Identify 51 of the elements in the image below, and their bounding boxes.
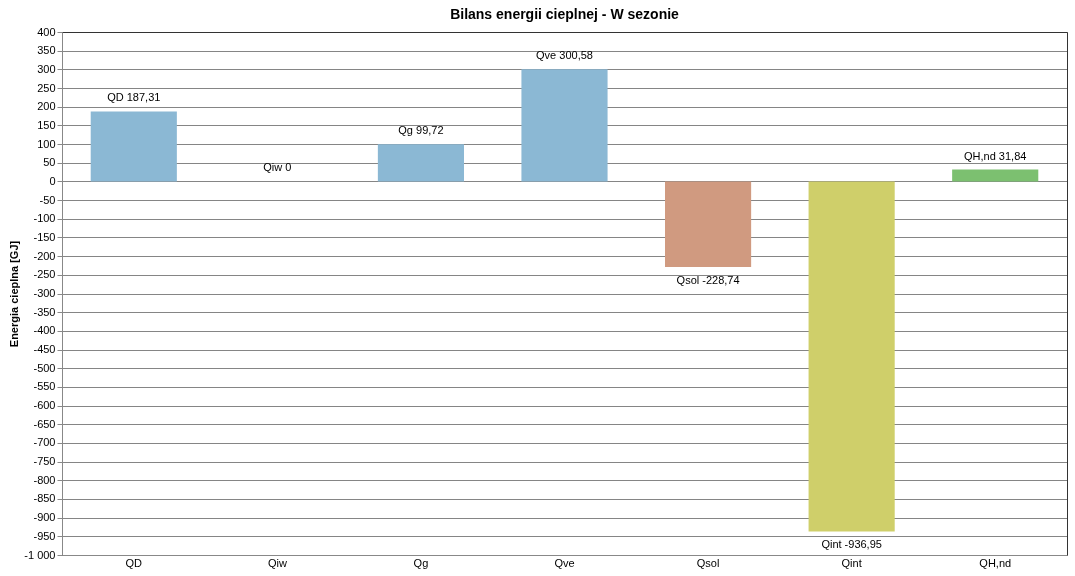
data-label: Qsol -228,74 <box>676 273 740 286</box>
data-label: Qve 300,58 <box>536 49 593 62</box>
y-tick-label: 50 <box>43 156 56 169</box>
y-tick-label: 250 <box>37 81 56 94</box>
y-tick-label: 150 <box>37 118 56 131</box>
bar <box>665 181 752 267</box>
y-tick-label: -600 <box>33 399 56 412</box>
y-tick-label: -800 <box>33 473 56 486</box>
y-tick-label: -500 <box>33 361 56 374</box>
y-tick-label: -550 <box>33 380 56 393</box>
x-tick-label: Qint <box>841 556 862 569</box>
x-tick-label: Qsol <box>696 556 720 569</box>
y-tick-label: -150 <box>33 230 56 243</box>
y-tick-label: -100 <box>33 212 56 225</box>
y-tick-label: -250 <box>33 268 56 281</box>
x-tick-label: Qg <box>413 556 429 569</box>
y-tick-label: 100 <box>37 137 56 150</box>
bar <box>521 69 608 182</box>
y-tick-label: -850 <box>33 492 56 505</box>
x-tick-label: Qiw <box>267 556 287 569</box>
data-label: Qint -936,95 <box>821 538 882 551</box>
y-tick-label: -650 <box>33 417 56 430</box>
y-tick-label: -400 <box>33 324 56 337</box>
bar <box>90 111 177 182</box>
y-tick-label: -50 <box>39 193 56 206</box>
y-tick-label: -700 <box>33 436 56 449</box>
y-tick-label: 400 <box>37 25 56 38</box>
y-tick-label: -350 <box>33 305 56 318</box>
x-tick-label: QD <box>125 556 143 569</box>
bar <box>808 181 895 532</box>
chart-title: Bilans energii cieplnej - W sezonie <box>450 6 680 22</box>
y-tick-label: 300 <box>37 62 56 75</box>
y-tick-label: -1 000 <box>24 548 56 561</box>
y-tick-label: 200 <box>37 100 56 113</box>
y-axis-title: Energia cieplna [GJ] <box>8 240 21 348</box>
y-tick-label: -200 <box>33 249 56 262</box>
y-tick-label: -300 <box>33 287 56 299</box>
data-label: QD 187,31 <box>107 91 161 104</box>
x-tick-label: Qve <box>554 556 575 569</box>
bar <box>952 169 1039 182</box>
y-tick-label: 0 <box>49 174 56 187</box>
y-tick-label: 350 <box>37 44 56 57</box>
y-tick-label: -750 <box>33 455 56 468</box>
data-label: QH,nd 31,84 <box>964 149 1027 162</box>
y-tick-label: -450 <box>33 343 56 356</box>
bar <box>377 144 464 182</box>
y-tick-label: -950 <box>33 529 56 542</box>
data-label: Qiw 0 <box>263 161 292 174</box>
y-tick-label: -900 <box>33 511 56 524</box>
data-label: Qg 99,72 <box>398 124 444 137</box>
x-tick-label: QH,nd <box>979 556 1012 569</box>
